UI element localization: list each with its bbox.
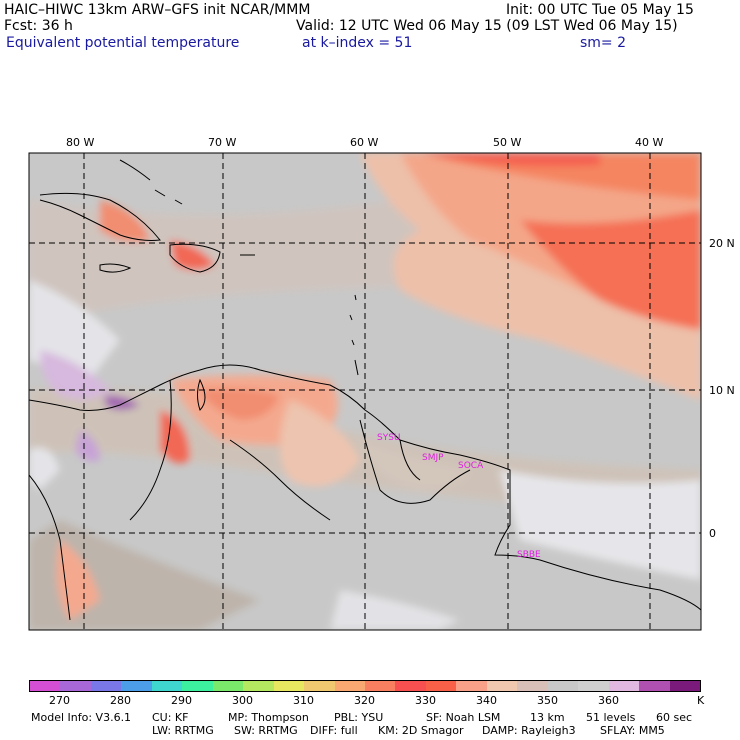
colorbar-swatch <box>243 681 274 691</box>
colorbar-tick: 330 <box>415 694 436 707</box>
model-info-2a: LW: RRTMG <box>152 724 214 737</box>
lon-label: 70 W <box>208 136 236 149</box>
map-frame <box>28 152 702 631</box>
colorbar-swatch <box>182 681 213 691</box>
colorbar <box>29 680 701 692</box>
model-title: HAIC–HIWC 13km ARW–GFS init NCAR/MMM <box>4 2 311 18</box>
coastlines <box>29 159 701 621</box>
colorbar-tick: 320 <box>354 694 375 707</box>
colorbar-swatch <box>364 681 396 691</box>
colorbar-swatch <box>486 681 518 691</box>
colorbar-tick: 360 <box>598 694 619 707</box>
lat-label: 0 <box>709 527 716 540</box>
colorbar-swatch <box>608 681 640 691</box>
colorbar-swatch <box>212 681 244 691</box>
colorbar-swatch <box>273 681 305 691</box>
forecast-hour: Fcst: 36 h <box>4 18 73 34</box>
smoothing-label: sm= 2 <box>580 35 627 51</box>
colorbar-tick: 300 <box>232 694 253 707</box>
model-info-2e: DAMP: Rayleigh3 <box>482 724 576 737</box>
station-label: SOCA <box>458 461 484 471</box>
level-label: at k–index = 51 <box>302 35 413 51</box>
lat-label: 10 N <box>709 384 735 397</box>
lon-label: 60 W <box>350 136 378 149</box>
lon-label: 80 W <box>66 136 94 149</box>
colorbar-tick: 350 <box>537 694 558 707</box>
model-info-1a: Model Info: V3.6.1 <box>31 711 132 724</box>
model-info-2b: SW: RRTMG <box>234 724 298 737</box>
colorbar-swatch <box>547 681 579 691</box>
lon-label: 50 W <box>493 136 521 149</box>
colorbar-swatch <box>121 681 152 691</box>
colorbar-swatch <box>334 681 365 691</box>
colorbar-tick: 340 <box>476 694 497 707</box>
colorbar-swatch <box>90 681 122 691</box>
lon-label: 40 W <box>635 136 663 149</box>
colorbar-swatch <box>425 681 457 691</box>
colorbar-unit: K <box>697 694 705 707</box>
station-label: SYSU <box>377 433 401 443</box>
model-info-2d: KM: 2D Smagor <box>378 724 464 737</box>
colorbar-swatch <box>669 681 700 691</box>
lat-label: 20 N <box>709 237 735 250</box>
model-info-1f: 13 km <box>530 711 565 724</box>
model-info-1g: 51 levels <box>586 711 636 724</box>
model-info-1h: 60 sec <box>656 711 693 724</box>
colorbar-tick: 270 <box>49 694 70 707</box>
model-info-1d: PBL: YSU <box>334 711 384 724</box>
valid-time: Valid: 12 UTC Wed 06 May 15 (09 LST Wed … <box>296 18 678 34</box>
lat-lon-grid <box>29 153 701 630</box>
model-info-2c: DIFF: full <box>310 724 358 737</box>
theta-e-map: 80 W 70 W 60 W 50 W 40 W 20 N 10 N 0 SYS… <box>28 136 735 631</box>
station-label: SMJP <box>422 453 444 463</box>
init-time: Init: 00 UTC Tue 05 May 15 <box>506 2 694 18</box>
colorbar-swatch <box>456 681 487 691</box>
colorbar-swatch <box>517 681 548 691</box>
colorbar-swatch <box>578 681 609 691</box>
field-name: Equivalent potential temperature <box>6 35 240 51</box>
model-info-1e: SF: Noah LSM <box>426 711 501 724</box>
colorbar-swatch <box>639 681 670 691</box>
colorbar-swatch <box>60 681 91 691</box>
colorbar-swatch <box>30 681 61 691</box>
field-shading <box>29 153 701 630</box>
colorbar-swatch <box>151 681 183 691</box>
model-info-2f: SFLAY: MM5 <box>600 724 665 737</box>
model-info-1b: CU: KF <box>152 711 189 724</box>
model-info-1c: MP: Thompson <box>228 711 309 724</box>
colorbar-tick: 280 <box>110 694 131 707</box>
colorbar-tick: 290 <box>171 694 192 707</box>
colorbar-swatch <box>395 681 426 691</box>
colorbar-tick: 310 <box>293 694 314 707</box>
station-label: SBBE <box>517 550 541 560</box>
colorbar-swatch <box>304 681 335 691</box>
